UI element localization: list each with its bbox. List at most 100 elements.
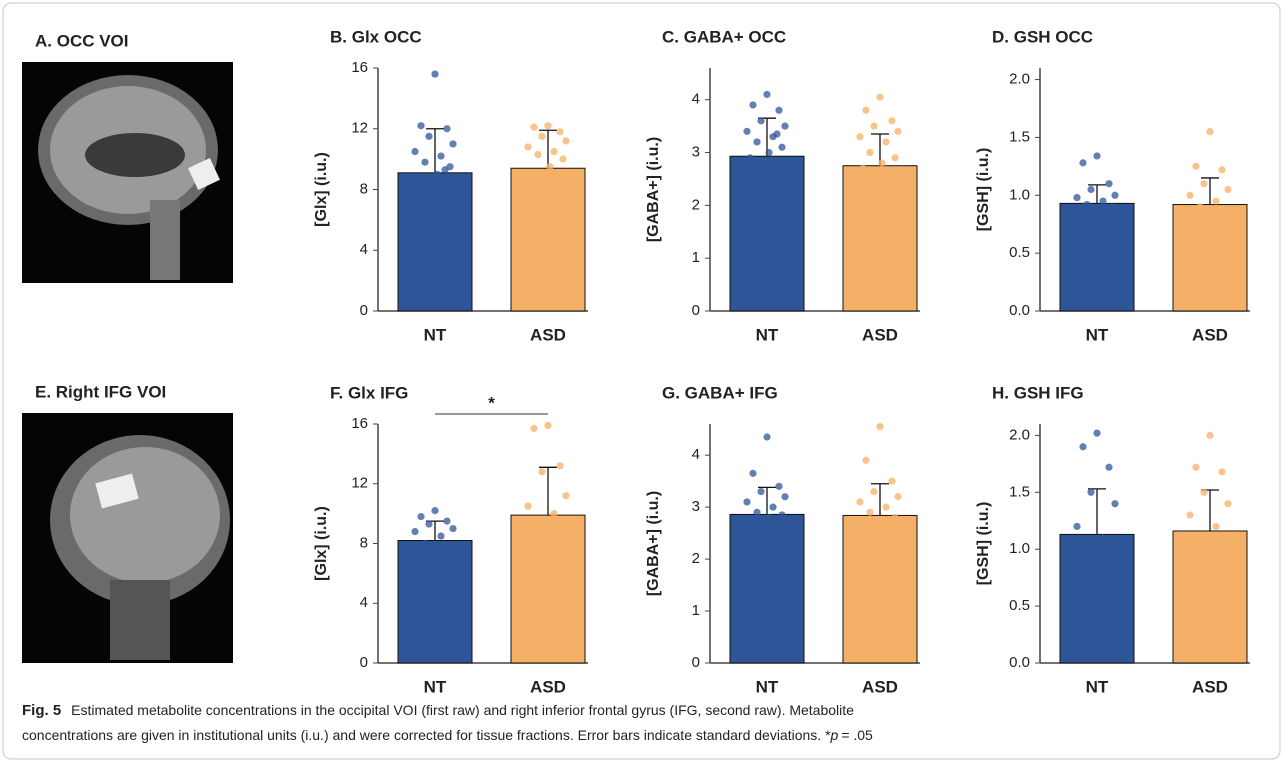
data-point (1111, 500, 1118, 507)
data-point (1105, 464, 1112, 471)
y-tick-label: 4 (360, 594, 368, 611)
data-point (1076, 563, 1083, 570)
y-tick-label: 0.0 (1009, 302, 1030, 319)
data-point (743, 498, 750, 505)
data-point (772, 159, 779, 166)
data-point (856, 498, 863, 505)
x-tick-label: NT (756, 325, 779, 344)
data-point (873, 175, 880, 182)
x-tick-label: ASD (862, 677, 898, 696)
chart-title: C. GABA+ OCC (662, 27, 786, 46)
data-point (781, 493, 788, 500)
data-point (866, 509, 873, 516)
data-point (546, 163, 553, 170)
data-point (1087, 186, 1094, 193)
chart-title: D. GSH OCC (992, 27, 1093, 46)
data-point (1186, 192, 1193, 199)
data-point (1102, 215, 1109, 222)
data-point (1206, 128, 1213, 135)
data-point (1192, 163, 1199, 170)
data-point (411, 148, 418, 155)
data-point (856, 133, 863, 140)
y-tick-label: 3 (692, 143, 700, 160)
data-point (417, 513, 424, 520)
y-axis-label: [Glx] (i.u.) (313, 506, 330, 581)
chart-title: B. Glx OCC (330, 27, 422, 46)
data-point (1099, 197, 1106, 204)
data-point (1208, 551, 1215, 558)
caption-text: Estimated metabolite concentrations in t… (71, 702, 854, 718)
data-point (1189, 557, 1196, 564)
data-point (882, 504, 889, 511)
data-point (431, 70, 438, 77)
data-point (1076, 209, 1083, 216)
y-tick-label: 1.5 (1009, 483, 1030, 500)
data-point (783, 175, 790, 182)
data-point (1224, 186, 1231, 193)
y-tick-label: 1 (692, 602, 700, 619)
data-point (859, 524, 866, 531)
x-tick-label: ASD (862, 325, 898, 344)
y-tick-label: 4 (692, 91, 700, 108)
data-point (1221, 546, 1228, 553)
y-tick-label: 0 (692, 654, 700, 671)
data-point (885, 170, 892, 177)
x-tick-label: ASD (1192, 677, 1228, 696)
significance-label: * (488, 393, 495, 412)
mri-ifg (22, 413, 233, 663)
data-point (769, 504, 776, 511)
chart-title: G. GABA+ IFG (662, 383, 778, 402)
bar (1173, 531, 1247, 663)
x-tick-label: NT (1086, 677, 1109, 696)
data-point (878, 519, 885, 526)
data-point (425, 133, 432, 140)
data-point (449, 525, 456, 532)
data-point (1083, 201, 1090, 208)
data-point (1212, 197, 1219, 204)
data-point (1093, 430, 1100, 437)
x-tick-label: NT (424, 677, 447, 696)
y-tick-label: 0 (360, 654, 368, 671)
data-point (1194, 589, 1201, 596)
y-tick-label: 16 (351, 59, 368, 76)
y-tick-label: 2.0 (1009, 71, 1030, 88)
data-point (536, 219, 543, 226)
data-point (866, 149, 873, 156)
data-point (544, 122, 551, 129)
y-axis-label: [GSH] (i.u.) (975, 148, 992, 232)
data-point (451, 209, 458, 216)
data-point (781, 123, 788, 130)
y-tick-label: 0.5 (1009, 597, 1030, 614)
data-point (1203, 574, 1210, 581)
y-tick-label: 12 (351, 120, 368, 137)
y-axis-label: [Glx] (i.u.) (313, 152, 330, 227)
data-point (538, 468, 545, 475)
data-point (1097, 238, 1104, 245)
data-point (880, 191, 887, 198)
y-axis-label: [GSH] (i.u.) (975, 502, 992, 586)
x-tick-label: ASD (1192, 325, 1228, 344)
figure: A. OCC VOI E. Right IFG VOI Fig. 5Estima… (0, 0, 1284, 763)
data-point (530, 425, 537, 432)
data-point (1206, 432, 1213, 439)
y-tick-label: 2 (692, 196, 700, 213)
data-point (433, 171, 440, 178)
y-tick-label: 16 (351, 415, 368, 432)
data-point (778, 511, 785, 518)
bar (1060, 203, 1134, 311)
y-tick-label: 0.5 (1009, 244, 1030, 261)
data-point (896, 181, 903, 188)
y-tick-label: 1.5 (1009, 128, 1030, 145)
y-tick-label: 3 (692, 498, 700, 515)
data-point (873, 535, 880, 542)
data-point (1090, 574, 1097, 581)
data-point (765, 514, 772, 521)
data-point (889, 202, 896, 209)
data-point (1113, 226, 1120, 233)
data-point (440, 178, 447, 185)
data-point (1215, 568, 1222, 575)
data-point (753, 509, 760, 516)
bar (730, 156, 804, 311)
x-tick-label: NT (424, 325, 447, 344)
caption-text: = .05 (841, 727, 873, 743)
